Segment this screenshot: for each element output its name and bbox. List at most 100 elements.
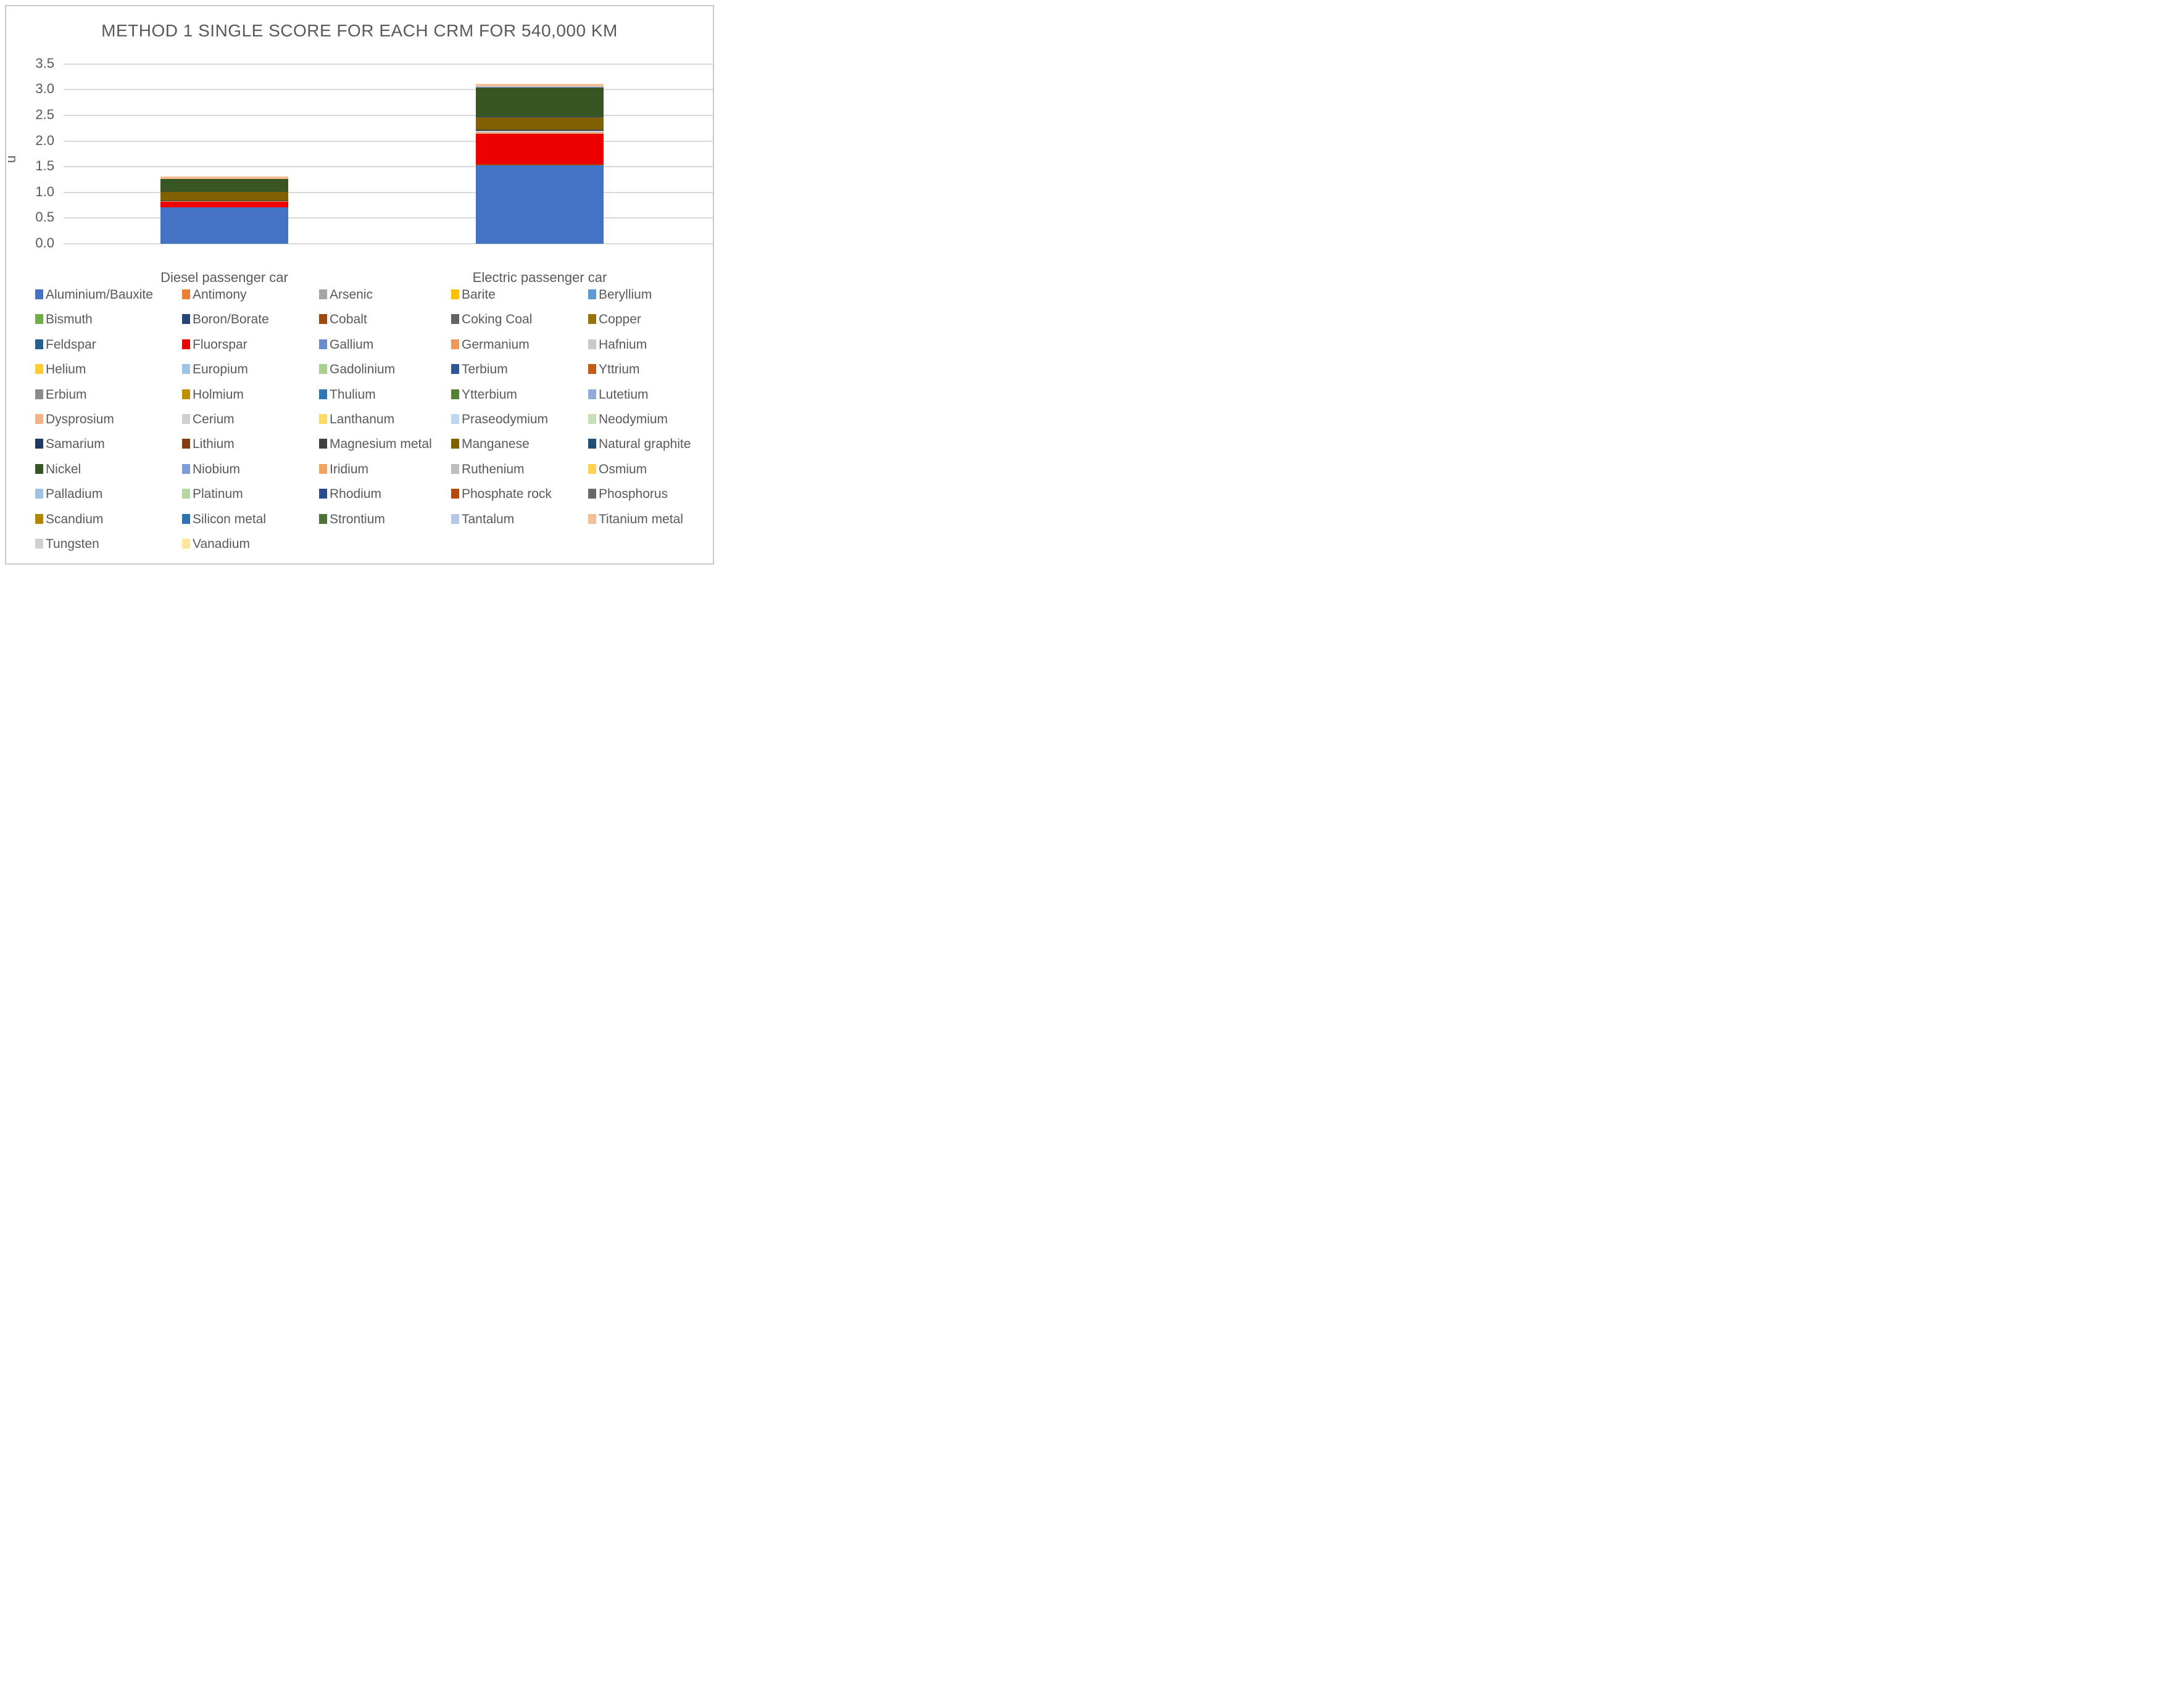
legend-item-rhodium: Rhodium	[319, 487, 381, 502]
legend-label: Beryllium	[599, 288, 652, 302]
legend-swatch-icon	[35, 289, 43, 299]
legend-label: Platinum	[193, 487, 243, 501]
gridline-3.0	[64, 89, 713, 91]
legend-swatch-icon	[319, 439, 327, 449]
legend-swatch-icon	[588, 489, 596, 499]
legend-swatch-icon	[182, 314, 190, 324]
legend-item-antimony: Antimony	[182, 288, 247, 302]
legend-item-erbium: Erbium	[35, 388, 87, 402]
legend-label: Magnesium metal	[330, 437, 432, 451]
legend-item-palladium: Palladium	[35, 487, 102, 502]
legend-item-phosphate-rock: Phosphate rock	[451, 487, 552, 502]
legend-label: Osmium	[599, 462, 647, 476]
legend-item-manganese: Manganese	[451, 437, 530, 452]
category-label: Diesel passenger car	[160, 270, 288, 285]
legend-label: Boron/Borate	[193, 312, 269, 326]
legend-item-cobalt: Cobalt	[319, 312, 367, 327]
bar-segment-nickel	[476, 87, 604, 117]
legend-label: Rhodium	[330, 487, 382, 501]
legend-label: Gadolinium	[330, 362, 396, 376]
legend-label: Strontium	[330, 512, 385, 526]
gridline-2.5	[64, 115, 713, 116]
legend-item-dysprosium: Dysprosium	[35, 412, 114, 427]
legend-label: Neodymium	[599, 412, 668, 426]
legend-swatch-icon	[588, 439, 596, 449]
legend-swatch-icon	[35, 539, 43, 549]
y-tick-label: 0.5	[35, 209, 54, 225]
legend-label: Manganese	[462, 437, 530, 451]
legend-swatch-icon	[451, 464, 459, 474]
legend-label: Phosphate rock	[462, 487, 552, 501]
legend-item-barite: Barite	[451, 288, 496, 302]
legend-label: Gallium	[330, 338, 374, 352]
legend-item-germanium: Germanium	[451, 338, 530, 352]
legend-label: Vanadium	[193, 537, 251, 551]
bar-segment-manganese	[476, 117, 604, 130]
legend-swatch-icon	[182, 464, 190, 474]
legend-item-aluminium-bauxite: Aluminium/Bauxite	[35, 288, 153, 302]
gridline-1.5	[64, 166, 713, 168]
legend-swatch-icon	[182, 489, 190, 499]
legend-label: Terbium	[462, 362, 508, 376]
legend-swatch-icon	[451, 439, 459, 449]
legend-label: Nickel	[46, 462, 81, 476]
legend-label: Fluorspar	[193, 338, 247, 352]
legend-item-lanthanum: Lanthanum	[319, 412, 394, 427]
legend-label: Ytterbium	[462, 388, 517, 402]
legend-label: Coking Coal	[462, 312, 533, 326]
bar-segment-titanium-metal	[476, 83, 604, 86]
bar-segment-cobalt	[476, 164, 604, 165]
legend-item-vanadium: Vanadium	[182, 537, 250, 552]
legend-swatch-icon	[451, 339, 459, 349]
legend-item-osmium: Osmium	[588, 462, 647, 477]
bar-segment-aluminium-bauxite	[476, 165, 604, 244]
legend-item-beryllium: Beryllium	[588, 288, 652, 302]
legend-swatch-icon	[319, 364, 327, 374]
legend-swatch-icon	[588, 314, 596, 324]
legend-item-arsenic: Arsenic	[319, 288, 373, 302]
legend-item-ytterbium: Ytterbium	[451, 388, 517, 402]
legend-item-phosphorus: Phosphorus	[588, 487, 668, 502]
legend-swatch-icon	[319, 414, 327, 424]
legend-swatch-icon	[319, 289, 327, 299]
legend-item-copper: Copper	[588, 312, 641, 327]
legend-label: Yttrium	[599, 362, 640, 376]
y-tick-label: 0.0	[35, 235, 54, 251]
legend-swatch-icon	[35, 464, 43, 474]
legend-swatch-icon	[451, 289, 459, 299]
legend-swatch-icon	[35, 489, 43, 499]
gridline-3.5	[64, 63, 713, 65]
legend-label: Ruthenium	[462, 462, 525, 476]
legend-item-ruthenium: Ruthenium	[451, 462, 525, 477]
legend-label: Antimony	[193, 288, 247, 302]
bar-segment-tantalum	[476, 86, 604, 87]
legend-swatch-icon	[319, 514, 327, 524]
legend-swatch-icon	[182, 289, 190, 299]
legend-item-lutetium: Lutetium	[588, 388, 649, 402]
bar-segment-aluminium-bauxite	[160, 207, 288, 244]
legend-item-fluorspar: Fluorspar	[182, 338, 247, 352]
legend-label: Lutetium	[599, 388, 649, 402]
legend-label: Praseodymium	[462, 412, 549, 426]
legend-item-scandium: Scandium	[35, 512, 103, 527]
legend-label: Palladium	[46, 487, 103, 501]
legend-swatch-icon	[182, 539, 190, 549]
legend-label: Thulium	[330, 388, 376, 402]
legend-swatch-icon	[182, 414, 190, 424]
legend-swatch-icon	[182, 514, 190, 524]
legend-label: Helium	[46, 362, 86, 376]
legend-swatch-icon	[319, 339, 327, 349]
legend-swatch-icon	[319, 489, 327, 499]
gridline-2.0	[64, 140, 713, 142]
legend-item-platinum: Platinum	[182, 487, 243, 502]
bar-segment-nickel	[160, 178, 288, 192]
legend-item-thulium: Thulium	[319, 388, 376, 402]
legend-swatch-icon	[451, 414, 459, 424]
legend-item-lithium: Lithium	[182, 437, 235, 452]
legend-swatch-icon	[35, 414, 43, 424]
legend-swatch-icon	[588, 414, 596, 424]
legend-label: Feldspar	[46, 338, 96, 352]
legend-swatch-icon	[588, 464, 596, 474]
legend-item-silicon-metal: Silicon metal	[182, 512, 266, 527]
legend-item-cerium: Cerium	[182, 412, 235, 427]
